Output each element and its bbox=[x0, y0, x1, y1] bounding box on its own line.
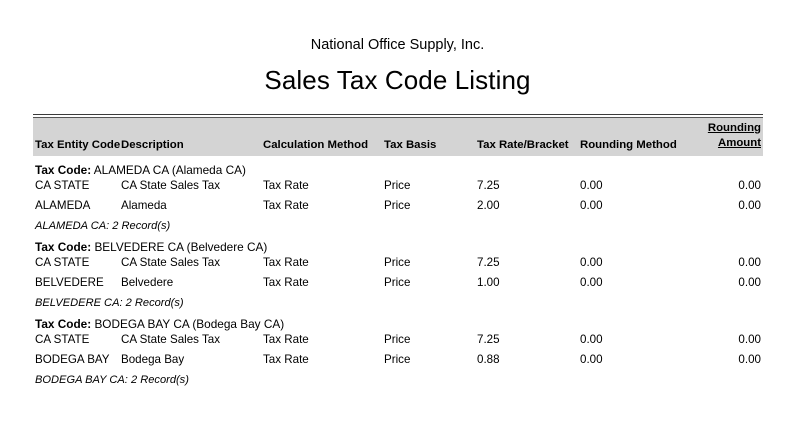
table-row[interactable]: BELVEDERE Belvedere Tax Rate Price 1.00 … bbox=[33, 274, 763, 294]
cell-tax-rate: 2.00 bbox=[477, 199, 500, 212]
group-header-value: BODEGA BAY CA (Bodega Bay CA) bbox=[94, 317, 285, 331]
cell-rounding-amount: 0.00 bbox=[738, 199, 761, 212]
cell-rounding-method: 0.00 bbox=[580, 256, 603, 269]
group-total: ALAMEDA CA: 2 Record(s) bbox=[35, 220, 171, 232]
table-row[interactable]: ALAMEDA Alameda Tax Rate Price 2.00 0.00… bbox=[33, 197, 763, 217]
cell-rounding-amount: 0.00 bbox=[738, 256, 761, 269]
cell-tax-basis: Price bbox=[384, 199, 411, 212]
report-body: Tax Code: ALAMEDA CA (Alameda CA) CA STA… bbox=[33, 156, 763, 387]
cell-rounding-method: 0.00 bbox=[580, 353, 603, 366]
column-header-tax-rate-bracket: Tax Rate/Bracket bbox=[477, 139, 569, 151]
cell-rounding-method: 0.00 bbox=[580, 179, 603, 192]
table-row[interactable]: CA STATE CA State Sales Tax Tax Rate Pri… bbox=[33, 331, 763, 351]
report-header: National Office Supply, Inc. Sales Tax C… bbox=[0, 0, 795, 97]
cell-tax-basis: Price bbox=[384, 353, 411, 366]
cell-rounding-method: 0.00 bbox=[580, 276, 603, 289]
table-row[interactable]: CA STATE CA State Sales Tax Tax Rate Pri… bbox=[33, 254, 763, 274]
cell-description: CA State Sales Tax bbox=[121, 179, 221, 192]
group-header-value: ALAMEDA CA (Alameda CA) bbox=[93, 163, 246, 177]
column-header-rounding-amount-line1: Rounding bbox=[707, 122, 761, 134]
cell-calculation-method: Tax Rate bbox=[263, 256, 309, 269]
cell-rounding-method: 0.00 bbox=[580, 333, 603, 346]
column-header-calculation-method: Calculation Method bbox=[263, 139, 369, 151]
header-rules bbox=[33, 114, 763, 118]
cell-calculation-method: Tax Rate bbox=[263, 353, 309, 366]
column-header-rounding-method: Rounding Method bbox=[580, 139, 677, 151]
cell-description: Bodega Bay bbox=[121, 353, 185, 366]
group-header-label: Tax Code: bbox=[35, 163, 92, 177]
cell-tax-entity-code: BELVEDERE bbox=[35, 276, 104, 289]
rule-bottom bbox=[33, 117, 763, 118]
cell-calculation-method: Tax Rate bbox=[263, 199, 309, 212]
cell-tax-rate: 1.00 bbox=[477, 276, 500, 289]
cell-description: Alameda bbox=[121, 199, 167, 212]
group-header: Tax Code: BODEGA BAY CA (Bodega Bay CA) bbox=[33, 310, 763, 331]
cell-tax-entity-code: BODEGA BAY bbox=[35, 353, 110, 366]
cell-description: Belvedere bbox=[121, 276, 174, 289]
column-header-tax-basis: Tax Basis bbox=[384, 139, 437, 151]
cell-rounding-amount: 0.00 bbox=[738, 353, 761, 366]
cell-rounding-amount: 0.00 bbox=[738, 333, 761, 346]
group-header-label: Tax Code: bbox=[35, 317, 92, 331]
tax-code-group: Tax Code: BODEGA BAY CA (Bodega Bay CA) … bbox=[33, 310, 763, 387]
cell-description: CA State Sales Tax bbox=[121, 333, 221, 346]
group-header: Tax Code: BELVEDERE CA (Belvedere CA) bbox=[33, 233, 763, 254]
cell-tax-rate: 0.88 bbox=[477, 353, 500, 366]
report-title: Sales Tax Code Listing bbox=[264, 65, 531, 95]
company-name: National Office Supply, Inc. bbox=[310, 37, 485, 53]
group-header-label: Tax Code: bbox=[35, 240, 92, 254]
cell-calculation-method: Tax Rate bbox=[263, 276, 309, 289]
table-column-header: Tax Entity Code Description Calculation … bbox=[33, 118, 763, 156]
column-header-tax-entity-code: Tax Entity Code bbox=[35, 139, 121, 151]
cell-calculation-method: Tax Rate bbox=[263, 333, 309, 346]
cell-tax-rate: 7.25 bbox=[477, 333, 500, 346]
tax-code-group: Tax Code: ALAMEDA CA (Alameda CA) CA STA… bbox=[33, 156, 763, 233]
column-header-rounding-amount: Rounding Amount bbox=[708, 121, 761, 151]
cell-tax-basis: Price bbox=[384, 276, 411, 289]
cell-tax-entity-code: CA STATE bbox=[35, 256, 90, 269]
cell-rounding-method: 0.00 bbox=[580, 199, 603, 212]
cell-description: CA State Sales Tax bbox=[121, 256, 221, 269]
cell-tax-entity-code: CA STATE bbox=[35, 179, 90, 192]
cell-tax-basis: Price bbox=[384, 333, 411, 346]
group-header-value: BELVEDERE CA (Belvedere CA) bbox=[94, 240, 268, 254]
cell-rounding-amount: 0.00 bbox=[738, 179, 761, 192]
cell-calculation-method: Tax Rate bbox=[263, 179, 309, 192]
group-total: BELVEDERE CA: 2 Record(s) bbox=[35, 297, 184, 309]
table-row[interactable]: BODEGA BAY Bodega Bay Tax Rate Price 0.8… bbox=[33, 351, 763, 371]
group-total: BODEGA BAY CA: 2 Record(s) bbox=[35, 374, 189, 386]
cell-tax-basis: Price bbox=[384, 256, 411, 269]
group-header: Tax Code: ALAMEDA CA (Alameda CA) bbox=[33, 156, 763, 177]
cell-tax-basis: Price bbox=[384, 179, 411, 192]
rule-top bbox=[33, 114, 763, 115]
column-header-description: Description bbox=[121, 139, 184, 151]
cell-tax-entity-code: ALAMEDA bbox=[35, 199, 91, 212]
cell-rounding-amount: 0.00 bbox=[738, 276, 761, 289]
column-header-rounding-amount-line2: Amount bbox=[717, 137, 761, 149]
cell-tax-rate: 7.25 bbox=[477, 179, 500, 192]
cell-tax-rate: 7.25 bbox=[477, 256, 500, 269]
cell-tax-entity-code: CA STATE bbox=[35, 333, 90, 346]
table-row[interactable]: CA STATE CA State Sales Tax Tax Rate Pri… bbox=[33, 177, 763, 197]
tax-code-group: Tax Code: BELVEDERE CA (Belvedere CA) CA… bbox=[33, 233, 763, 310]
